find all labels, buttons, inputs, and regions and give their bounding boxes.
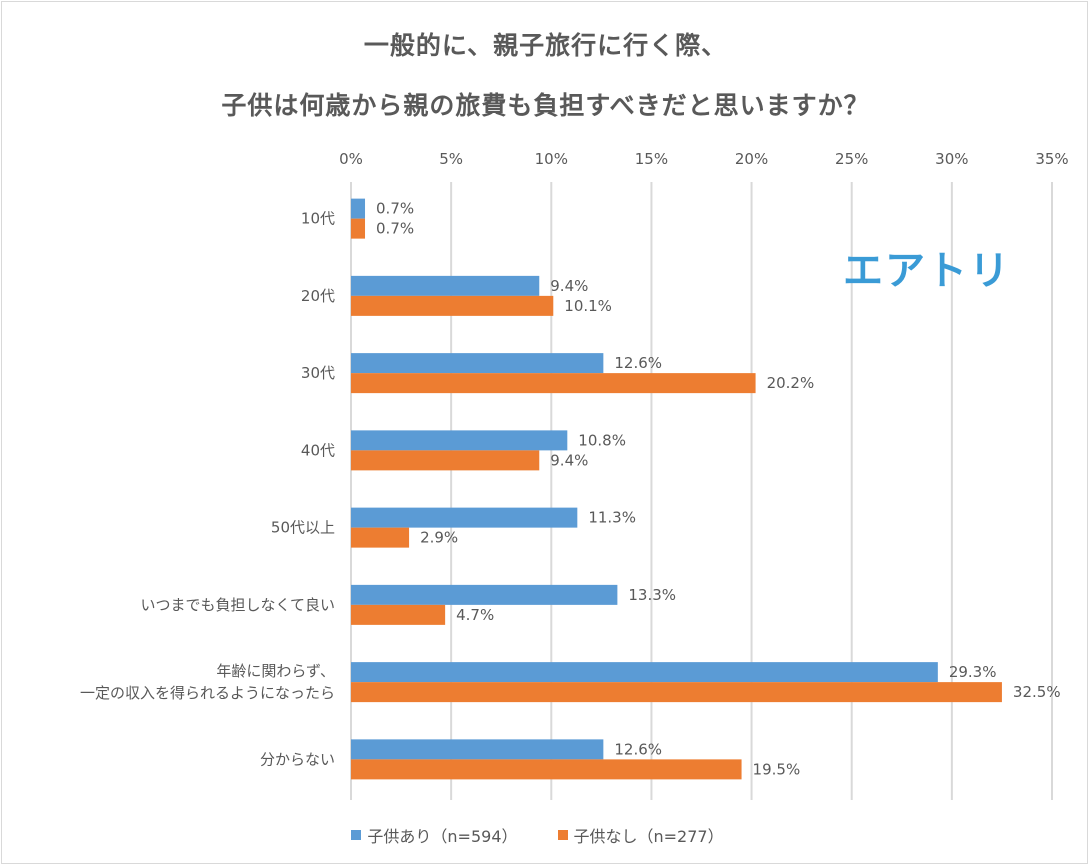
y-category-label: 一定の収入を得られるようになったら bbox=[80, 684, 335, 702]
bar-with-children bbox=[351, 275, 540, 296]
legend-swatch-orange bbox=[557, 830, 568, 840]
bar-without-children bbox=[351, 604, 446, 625]
x-tick-label: 5% bbox=[439, 150, 463, 168]
data-label: 10.1% bbox=[564, 297, 612, 315]
y-axis-labels: 10代 20代 30代 40代 50代以上いつまでも負担しなくて良い年齢に関わらず、一定… bbox=[80, 210, 335, 769]
bar-without-children bbox=[351, 527, 410, 548]
bar-without-children bbox=[351, 218, 366, 239]
y-category-label: 30代 bbox=[301, 364, 335, 382]
bar-with-children bbox=[351, 584, 618, 605]
chart-title-line-2: 子供は何歳から親の旅費も負担すべきだと思いますか？ bbox=[221, 91, 870, 120]
legend-item-with-children: 子供あり（n=594） bbox=[351, 823, 518, 847]
bars bbox=[351, 198, 1002, 780]
x-tick-label: 0% bbox=[339, 150, 363, 168]
bar-without-children bbox=[351, 373, 756, 394]
data-label: 12.6% bbox=[614, 354, 662, 372]
x-tick-label: 20% bbox=[735, 150, 768, 168]
legend-label: 子供あり（n=594） bbox=[367, 827, 518, 846]
data-label: 29.3% bbox=[949, 663, 997, 681]
y-category-label: 50代以上 bbox=[271, 519, 335, 537]
x-tick-label: 30% bbox=[935, 150, 968, 168]
data-label: 20.2% bbox=[767, 374, 815, 392]
x-tick-label: 15% bbox=[635, 150, 668, 168]
legend-label: 子供なし（n=277） bbox=[573, 827, 724, 846]
airtrip-logo: エアトリ bbox=[843, 248, 1011, 294]
legend-item-without-children: 子供なし（n=277） bbox=[557, 823, 724, 847]
y-category-label: 10代 bbox=[301, 210, 335, 228]
y-category-label: いつまでも負担しなくて良い bbox=[140, 596, 335, 614]
y-category-label: 年齢に関わらず、 bbox=[216, 662, 335, 680]
bar-with-children bbox=[351, 430, 568, 451]
y-category-label: 分からない bbox=[260, 750, 335, 768]
bar-with-children bbox=[351, 353, 604, 374]
data-label: 0.7% bbox=[376, 220, 414, 238]
data-label: 9.4% bbox=[550, 277, 588, 295]
bar-without-children bbox=[351, 450, 540, 471]
data-label: 4.7% bbox=[456, 606, 494, 624]
data-labels: 0.7% 0.7% 9.4% 10.1% 12.6% 20.2% 10.8% 9.4% 11.3… bbox=[376, 200, 1061, 779]
x-axis-ticks: 0% 5% 10% 15% 20% 25% 30% 35% bbox=[339, 150, 1069, 168]
bar-without-children bbox=[351, 682, 1002, 703]
x-tick-label: 35% bbox=[1035, 150, 1068, 168]
bar-with-children bbox=[351, 662, 938, 683]
data-label: 9.4% bbox=[550, 451, 588, 469]
data-label: 19.5% bbox=[753, 760, 801, 778]
x-tick-label: 25% bbox=[835, 150, 868, 168]
bar-without-children bbox=[351, 295, 554, 316]
y-category-label: 40代 bbox=[301, 441, 335, 459]
bar-with-children bbox=[351, 507, 578, 528]
y-category-label: 20代 bbox=[301, 287, 335, 305]
bar-without-children bbox=[351, 759, 742, 780]
data-label: 13.3% bbox=[628, 586, 676, 604]
data-label: 2.9% bbox=[420, 529, 458, 547]
data-label: 10.8% bbox=[578, 431, 626, 449]
legend-swatch-blue bbox=[351, 830, 362, 840]
chart-title-line-1: 一般的に、親子旅行に行く際、 bbox=[363, 31, 728, 60]
x-tick-label: 10% bbox=[535, 150, 568, 168]
bar-with-children bbox=[351, 739, 604, 760]
data-label: 32.5% bbox=[1013, 683, 1061, 701]
data-label: 12.6% bbox=[614, 740, 662, 758]
data-label: 11.3% bbox=[588, 509, 636, 527]
data-label: 0.7% bbox=[376, 200, 414, 218]
legend: 子供あり（n=594） 子供なし（n=277） bbox=[0, 823, 1083, 847]
bar-with-children bbox=[351, 198, 366, 219]
